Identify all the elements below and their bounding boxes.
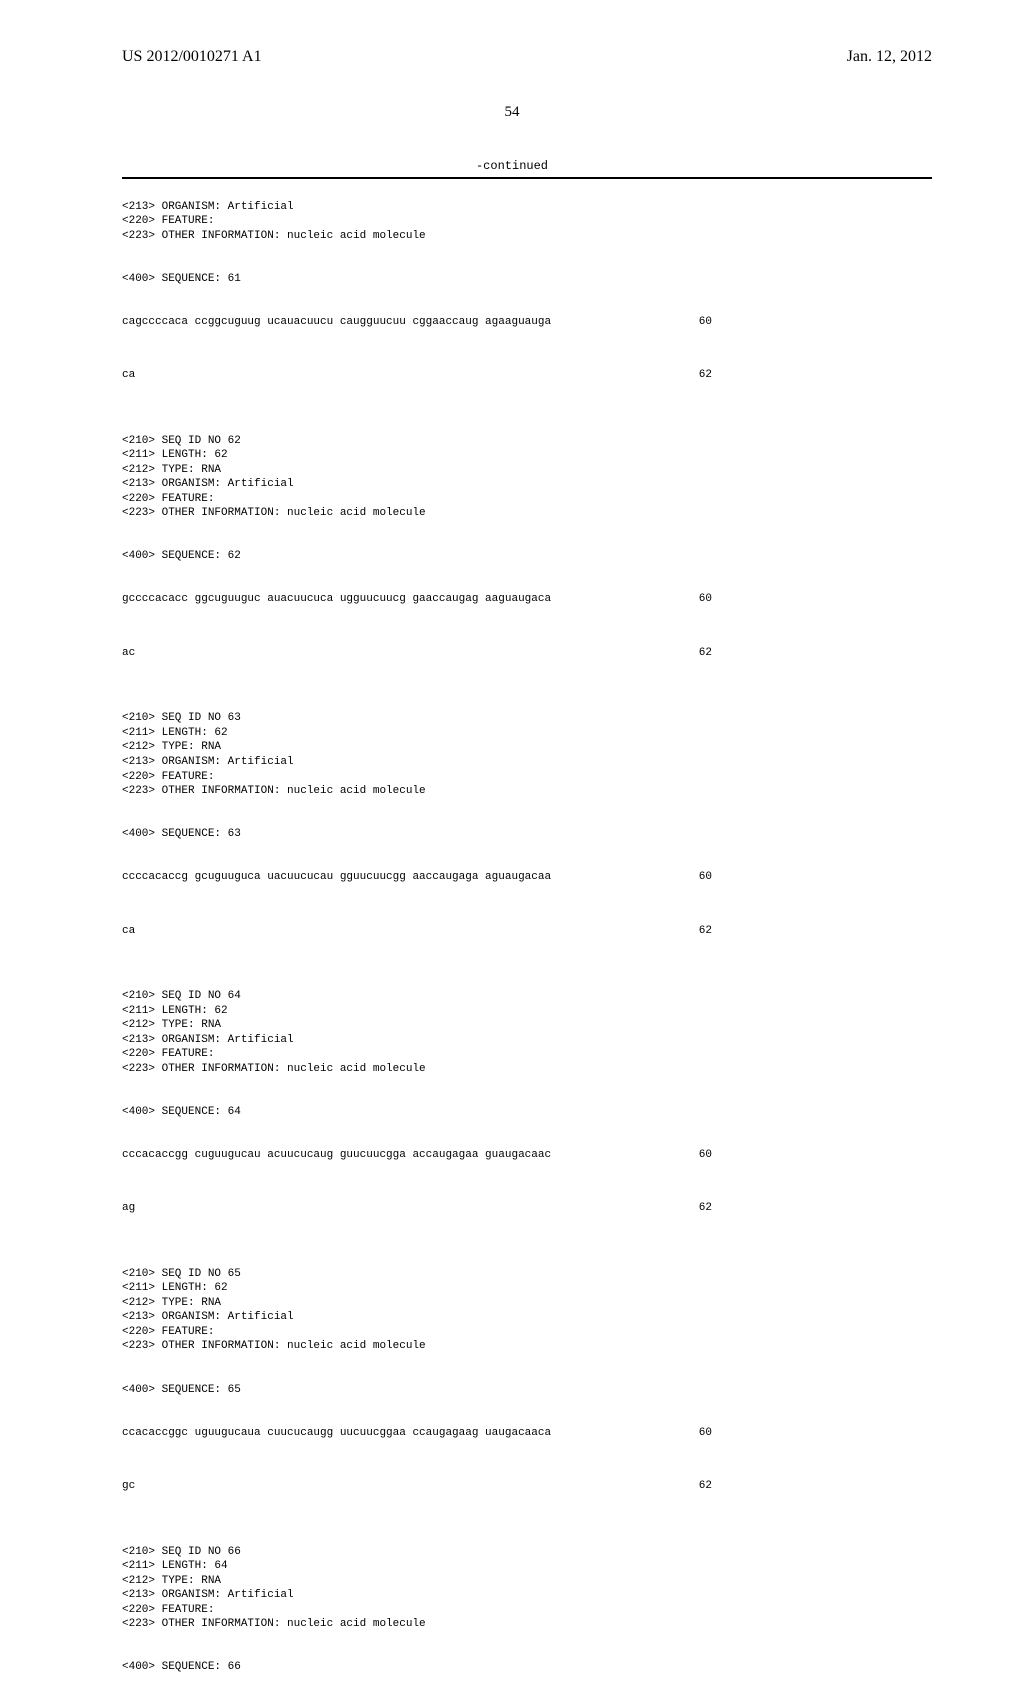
page-number: 54 <box>0 104 1024 121</box>
meta-line: <220> FEATURE: <box>122 493 214 505</box>
meta-line: <211> LENGTH: 62 <box>122 1282 228 1294</box>
seq-num: 62 <box>699 1479 932 1494</box>
meta-line: <220> FEATURE: <box>122 1604 214 1616</box>
meta-line: <220> FEATURE: <box>122 771 214 783</box>
sequence-content: <213> ORGANISM: Artificial <220> FEATURE… <box>0 179 1024 1689</box>
entry-1-seq: gccccacacc ggcuguuguc auacuucuca ugguucu… <box>122 592 932 660</box>
meta-line: <213> ORGANISM: Artificial <box>122 756 294 768</box>
entry-4-meta: <210> SEQ ID NO 65 <211> LENGTH: 62 <212… <box>122 1267 932 1354</box>
page-header: US 2012/0010271 A1 Jan. 12, 2012 <box>0 0 1024 66</box>
meta-line: <220> FEATURE: <box>122 215 214 227</box>
meta-line: <213> ORGANISM: Artificial <box>122 1311 294 1323</box>
entry-2-meta: <210> SEQ ID NO 63 <211> LENGTH: 62 <212… <box>122 711 932 798</box>
seq-num: 60 <box>699 1426 932 1441</box>
meta-line: <223> OTHER INFORMATION: nucleic acid mo… <box>122 785 426 797</box>
seq-num: 62 <box>699 924 932 939</box>
seq-text: gc <box>122 1479 135 1494</box>
entry-2-seq-header: <400> SEQUENCE: 63 <box>122 827 932 842</box>
meta-line: <223> OTHER INFORMATION: nucleic acid mo… <box>122 507 426 519</box>
continued-label: -continued <box>0 159 1024 173</box>
meta-line: <212> TYPE: RNA <box>122 1297 221 1309</box>
seq-num: 60 <box>699 1148 932 1163</box>
meta-line: <223> OTHER INFORMATION: nucleic acid mo… <box>122 1063 426 1075</box>
meta-line: <213> ORGANISM: Artificial <box>122 201 294 213</box>
seq-text: ca <box>122 924 135 939</box>
seq-text: gccccacacc ggcuguuguc auacuucuca ugguucu… <box>122 592 551 607</box>
meta-line: <213> ORGANISM: Artificial <box>122 1034 294 1046</box>
meta-line: <223> OTHER INFORMATION: nucleic acid mo… <box>122 1618 426 1630</box>
seq-line: cagccccaca ccggcuguug ucauacuucu caugguu… <box>122 315 932 330</box>
meta-line: <220> FEATURE: <box>122 1048 214 1060</box>
meta-line: <212> TYPE: RNA <box>122 464 221 476</box>
entry-5-seq-header: <400> SEQUENCE: 66 <box>122 1660 932 1675</box>
entry-3-seq: cccacaccgg cuguugucau acuucucaug guucuuc… <box>122 1148 932 1216</box>
meta-line: <223> OTHER INFORMATION: nucleic acid mo… <box>122 230 426 242</box>
seq-text: ac <box>122 646 135 661</box>
publication-number: US 2012/0010271 A1 <box>122 48 262 66</box>
seq-line: ccccacaccg gcuguuguca uacuucucau gguucuu… <box>122 870 932 885</box>
meta-line: <213> ORGANISM: Artificial <box>122 1589 294 1601</box>
meta-line: <223> OTHER INFORMATION: nucleic acid mo… <box>122 1340 426 1352</box>
seq-line: ccacaccggc uguugucaua cuucucaugg uucuucg… <box>122 1426 932 1441</box>
entry-3-seq-header: <400> SEQUENCE: 64 <box>122 1105 932 1120</box>
seq-text: ccccacaccg gcuguuguca uacuucucau gguucuu… <box>122 870 551 885</box>
publication-date: Jan. 12, 2012 <box>847 48 932 66</box>
seq-line: ca 62 <box>122 368 932 383</box>
seq-num: 60 <box>699 315 932 330</box>
entry-0-meta: <213> ORGANISM: Artificial <220> FEATURE… <box>122 200 932 244</box>
seq-num: 60 <box>699 592 932 607</box>
entry-1-seq-header: <400> SEQUENCE: 62 <box>122 549 932 564</box>
seq-text: ccacaccggc uguugucaua cuucucaugg uucuucg… <box>122 1426 551 1441</box>
seq-text: cccacaccgg cuguugucau acuucucaug guucuuc… <box>122 1148 551 1163</box>
meta-line: <212> TYPE: RNA <box>122 1019 221 1031</box>
meta-line: <213> ORGANISM: Artificial <box>122 478 294 490</box>
meta-line: <212> TYPE: RNA <box>122 1575 221 1587</box>
entry-4-seq: ccacaccggc uguugucaua cuucucaugg uucuucg… <box>122 1426 932 1494</box>
seq-text: ca <box>122 368 135 383</box>
meta-line: <210> SEQ ID NO 63 <box>122 712 241 724</box>
entry-0-seq-header: <400> SEQUENCE: 61 <box>122 272 932 287</box>
seq-num: 62 <box>699 646 932 661</box>
seq-line: ag 62 <box>122 1201 932 1216</box>
entry-5-meta: <210> SEQ ID NO 66 <211> LENGTH: 64 <212… <box>122 1545 932 1632</box>
meta-line: <211> LENGTH: 62 <box>122 727 228 739</box>
meta-line: <212> TYPE: RNA <box>122 741 221 753</box>
entry-0-seq: cagccccaca ccggcuguug ucauacuucu caugguu… <box>122 315 932 383</box>
entry-4-seq-header: <400> SEQUENCE: 65 <box>122 1383 932 1398</box>
meta-line: <211> LENGTH: 64 <box>122 1560 228 1572</box>
seq-text: ag <box>122 1201 135 1216</box>
seq-line: ca 62 <box>122 924 932 939</box>
seq-line: gccccacacc ggcuguuguc auacuucuca ugguucu… <box>122 592 932 607</box>
meta-line: <210> SEQ ID NO 64 <box>122 990 241 1002</box>
seq-line: ac 62 <box>122 646 932 661</box>
entry-1-meta: <210> SEQ ID NO 62 <211> LENGTH: 62 <212… <box>122 434 932 521</box>
meta-line: <211> LENGTH: 62 <box>122 1005 228 1017</box>
seq-num: 62 <box>699 1201 932 1216</box>
meta-line: <210> SEQ ID NO 66 <box>122 1546 241 1558</box>
meta-line: <220> FEATURE: <box>122 1326 214 1338</box>
entry-3-meta: <210> SEQ ID NO 64 <211> LENGTH: 62 <212… <box>122 989 932 1076</box>
seq-num: 60 <box>699 870 932 885</box>
meta-line: <211> LENGTH: 62 <box>122 449 228 461</box>
seq-line: gc 62 <box>122 1479 932 1494</box>
entry-2-seq: ccccacaccg gcuguuguca uacuucucau gguucuu… <box>122 870 932 938</box>
seq-text: cagccccaca ccggcuguug ucauacuucu caugguu… <box>122 315 551 330</box>
seq-num: 62 <box>699 368 932 383</box>
meta-line: <210> SEQ ID NO 62 <box>122 435 241 447</box>
seq-line: cccacaccgg cuguugucau acuucucaug guucuuc… <box>122 1148 932 1163</box>
meta-line: <210> SEQ ID NO 65 <box>122 1268 241 1280</box>
